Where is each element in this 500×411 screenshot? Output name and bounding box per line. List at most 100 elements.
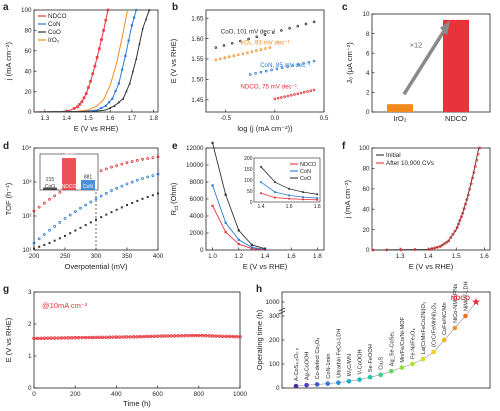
category-label-Fe-Ni/Fe₃O₄: Fe-Ni/Fe₃O₄ [410,328,416,359]
data-point-NDCO [63,336,67,340]
category-label-Ag_Se-CoSe₂: Ag_Se-CoSe₂ [389,331,395,366]
data-point-W₂C/WN [346,378,352,384]
data-point-NDCO [76,105,80,109]
data-point-NDCO [102,28,106,32]
data-point-NDCO [283,95,286,98]
series-line-Initial [371,147,480,251]
data-point-After 10,000 CVs [458,219,462,222]
inset-bar-CoN [81,180,95,190]
data-point-NDCO [130,160,134,163]
data-point-Se-FeOOH [367,374,373,380]
data-point-NDCO [66,336,71,340]
data-point-NDCO [100,335,105,340]
data-point-NDCO [73,336,77,340]
data-point-NDCO [293,93,296,96]
inset-data-point-NDCO [302,198,305,201]
data-point-NDCO [95,55,99,59]
data-point-NDCO [309,89,313,93]
data-point-NDCO [207,334,211,338]
data-point-NDCO [131,335,136,339]
data-point-After 10,000 CVs [433,246,437,250]
data-point-After 10,000 CVs [385,248,389,252]
x-tick-label-a: 1.8 [149,115,158,122]
panel-label-g: g [3,284,9,295]
data-point-NDCO [76,336,81,340]
legend-entry-IrO₂: IrO₂ [48,37,60,44]
legend-entry-Initial: Initial [386,152,401,159]
y-tick-label-d: 10⁴ [22,145,32,152]
data-point-After 10,000 CVs [440,243,444,247]
panel-label-e: e [172,141,178,152]
data-point-NDCO [104,167,108,171]
data-point-NDCO [179,334,184,338]
plot-frame-c [371,13,491,113]
data-point-CoN [104,104,107,107]
y-axis-label-e: Rct (Ohm) [169,182,180,215]
x-tick-label-g: 1000 [233,391,248,398]
data-point-CoN [250,246,253,249]
category-label-V-CoOOH: V-CoOOH [358,349,364,374]
data-point-CoN [307,60,311,64]
inset-data-point-CoN [274,191,276,193]
data-point-(CrCrFeMnNi)₃O₄ [431,349,436,355]
panel-label-b: b [172,2,178,13]
data-point-CoO [288,26,291,30]
data-point-CoN [127,39,130,42]
data-point-After 10,000 CVs [476,152,480,156]
y-tick-label-g: 2 [28,321,32,328]
data-point-NDCO [289,93,293,97]
data-point-After 10,000 CVs [473,164,477,168]
data-point-NDCO [86,86,90,90]
data-point-CoN [104,191,108,195]
data-point-NDCO [118,335,122,339]
data-point-CoO [136,199,139,202]
data-point-CoO [271,31,275,34]
data-point-V-CoOOH [357,377,362,382]
y-tick-label-f: 40 [362,206,370,213]
data-point-NDCO [141,157,144,161]
data-point-CoO [239,39,242,43]
y-tick-label-e: 0 [200,247,204,254]
data-point-CoO [38,245,41,248]
data-point-NDCO [135,335,139,339]
data-point-CoO [224,193,227,196]
data-point-CoN [84,203,88,207]
category-label-Se-FeOOH: Se-FeOOH [368,344,374,372]
data-point-After 10,000 CVs [453,229,457,233]
inset-data-point-NDCO [316,198,319,201]
x-tick-label-f: 1.5 [452,253,461,260]
data-point-NDCO [312,88,316,92]
x-axis-label-e: E (V vs RHE) [243,262,288,271]
data-point-CoN [125,182,129,186]
data-point-NDCO [296,92,300,96]
data-point-CoO [100,216,103,219]
data-point-CoO [105,213,108,216]
data-point-NDCO [183,334,187,338]
inset-x-tick-label-e: 1.4 [258,204,265,210]
data-point-CoO [128,81,131,85]
y-axis-label-h: Operating time (h) [255,309,264,370]
trend-arrowhead [440,20,450,36]
y-tick-label-c: 0 [366,109,370,116]
y-axis-label-c: J₀ (μA cm⁻²) [345,42,354,84]
data-point-NDCO [32,336,36,341]
data-point-IrO₂ [232,54,236,57]
data-point-CoO [263,247,267,250]
data-point-CoN [224,221,227,224]
x-tick-label-e: 1.6 [287,253,296,260]
data-point-CoO [250,243,253,246]
data-point-CoN [37,237,41,241]
data-point-After 10,000 CVs [445,240,448,244]
data-point-CoO [230,41,234,45]
inset-value-CoO: 215 [46,177,55,183]
data-point-NDCO [83,335,88,340]
data-point-NDCO [224,334,228,339]
data-point-CoN [132,16,136,19]
data-point-CoN [211,184,214,187]
y-tick-label-a: 60 [24,48,32,55]
data-point-NDCO [176,334,180,338]
data-point-CoO [131,69,135,73]
x-tick-label-d: 400 [153,253,164,260]
y-tick-label-a: 40 [24,68,32,75]
data-point-NDCO [286,94,290,98]
